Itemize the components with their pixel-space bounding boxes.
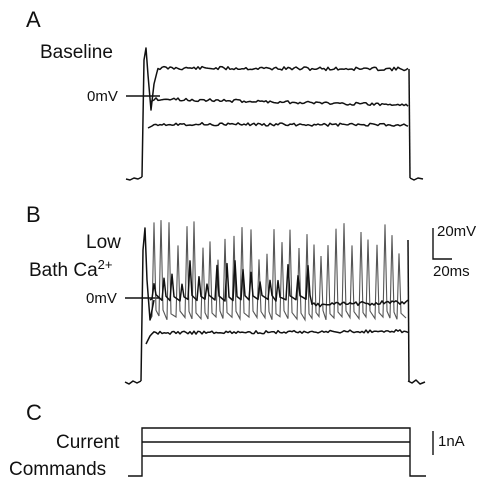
- panel-b-condition-superscript: 2+: [98, 257, 113, 272]
- time-scale-label: 20ms: [433, 263, 470, 280]
- current-command-step-large: [128, 427, 426, 477]
- panel-b-zero-mv-label: 0mV: [86, 290, 117, 307]
- panel-b-condition-line1: Low: [86, 232, 121, 253]
- panel-b-offset-edge: [407, 239, 410, 382]
- panel-a-condition-label: Baseline: [40, 42, 113, 63]
- panel-b-spiking-trace: [149, 220, 407, 322]
- panel-c-label-line2: Commands: [9, 459, 106, 480]
- panel-a-trace-lower: [147, 121, 409, 129]
- panel-b-onset-edge: [140, 227, 155, 382]
- panel-b-baseline-trace: [124, 379, 426, 385]
- panel-b-condition-base: Bath Ca: [29, 260, 98, 281]
- panel-a-onset-spike: [141, 47, 158, 178]
- panel-a-letter: A: [26, 7, 41, 32]
- panel-a-trace-middle: [149, 97, 409, 107]
- panel-a-trace-upper: [156, 65, 409, 73]
- voltage-scale-bar: [432, 228, 452, 260]
- panel-b-trace-lower: [145, 329, 409, 345]
- panel-b-letter: B: [26, 202, 41, 227]
- panel-a-offset-edge: [408, 68, 411, 179]
- panel-a-baseline-trace: [125, 176, 424, 181]
- panel-b-condition-line2: Bath Ca2+: [29, 257, 112, 281]
- panel-a-zero-mv-label: 0mV: [87, 88, 118, 105]
- current-scale-label: 1nA: [438, 433, 465, 450]
- panel-b-trace-middle: [149, 260, 409, 308]
- panel-c-letter: C: [26, 400, 42, 425]
- panel-c-label-line1: Current: [56, 432, 120, 453]
- voltage-scale-label: 20mV: [437, 223, 476, 240]
